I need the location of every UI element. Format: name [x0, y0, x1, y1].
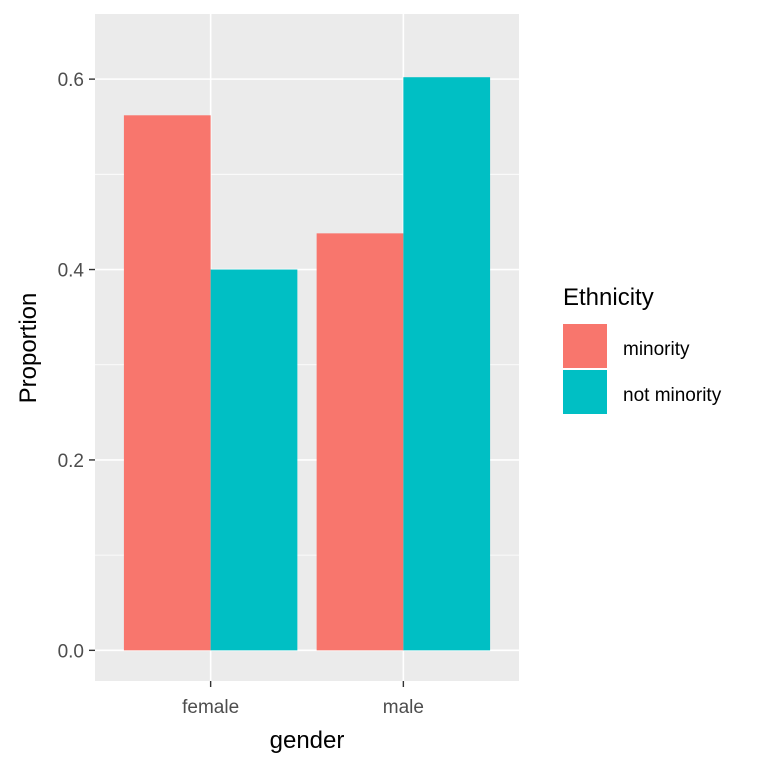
bars	[123, 77, 491, 651]
legend-key-not-minority	[563, 370, 607, 414]
y-tick-label: 0.6	[58, 70, 84, 91]
x-tick-label: female	[182, 697, 239, 718]
y-axis-ticks: 0.0 0.2 0.4 0.6	[58, 70, 95, 662]
legend-key-minority	[563, 324, 607, 368]
y-tick-label: 0.0	[58, 641, 84, 662]
bar-female-not-minority	[210, 269, 298, 651]
bar-male-minority	[316, 233, 404, 651]
y-tick-label: 0.2	[58, 451, 84, 472]
bar-male-not-minority	[403, 77, 491, 651]
bar-female-minority	[123, 115, 211, 651]
y-tick-label: 0.4	[58, 261, 85, 282]
legend-label-not-minority: not minority	[623, 385, 722, 406]
legend-title: Ethnicity	[563, 284, 654, 311]
x-tick-label: male	[383, 697, 424, 718]
x-axis-title: gender	[270, 727, 345, 754]
y-axis-title: Proportion	[15, 293, 42, 404]
legend-label-minority: minority	[623, 339, 690, 360]
x-axis-ticks: female male	[182, 681, 424, 718]
legend: Ethnicity minority not minority	[563, 284, 722, 414]
